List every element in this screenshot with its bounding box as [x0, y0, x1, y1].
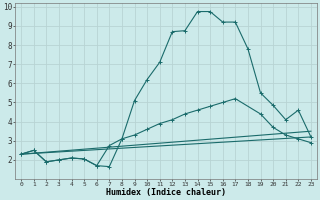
X-axis label: Humidex (Indice chaleur): Humidex (Indice chaleur) [106, 188, 226, 197]
